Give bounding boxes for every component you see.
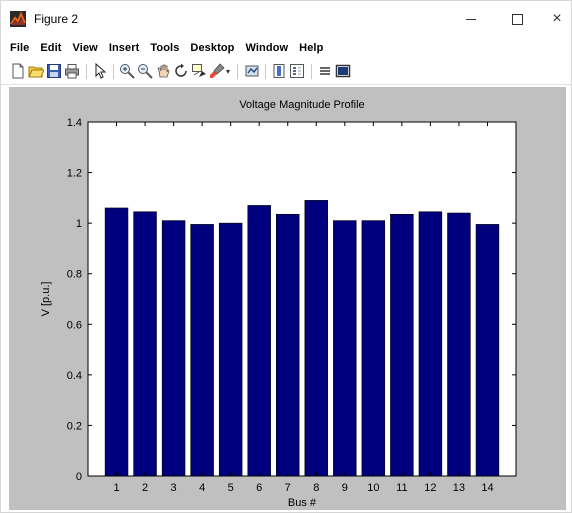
bar-bus-11[interactable] <box>390 213 414 477</box>
bar-bus-7[interactable] <box>276 213 300 477</box>
y-tick-label: 0.4 <box>67 370 82 382</box>
close-button[interactable]: × <box>543 7 571 31</box>
bar-bus-2[interactable] <box>133 211 157 477</box>
x-tick-label: 12 <box>424 482 436 494</box>
x-tick-label: 11 <box>396 482 407 494</box>
open-file-icon[interactable] <box>28 63 44 79</box>
menu-file[interactable]: File <box>10 42 30 54</box>
maximize-icon <box>511 13 523 25</box>
x-axis-ticks: 1 2 3 4 5 6 7 8 9 10 11 12 13 14 <box>113 122 494 494</box>
show-plot-tools-icon[interactable] <box>335 63 351 79</box>
x-tick-label: 7 <box>285 482 291 494</box>
x-tick-label: 3 <box>171 482 177 494</box>
colorbar-icon[interactable] <box>271 63 287 79</box>
x-tick-label: 5 <box>228 482 234 494</box>
x-tick-label: 2 <box>142 482 148 494</box>
y-tick-label: 1.4 <box>67 117 82 129</box>
bar-bus-6[interactable] <box>247 205 271 477</box>
window-title: Figure 2 <box>34 12 79 26</box>
menu-insert[interactable]: Insert <box>108 42 140 54</box>
pan-icon[interactable] <box>155 63 171 79</box>
rotate-3d-icon[interactable] <box>173 63 189 79</box>
y-tick-label: 0.8 <box>67 269 82 281</box>
bar-bus-9[interactable] <box>333 220 357 477</box>
legend-icon[interactable] <box>289 63 305 79</box>
y-axis-label: V [p.u.] <box>40 282 52 317</box>
y-tick-label: 0.2 <box>67 420 82 432</box>
toolbar-separator <box>86 64 87 79</box>
data-cursor-icon[interactable] <box>191 63 207 79</box>
bars-group <box>104 200 500 477</box>
bar-bus-3[interactable] <box>161 220 186 477</box>
bar-bus-5[interactable] <box>218 222 243 477</box>
bar-bus-12[interactable] <box>418 211 443 477</box>
x-axis-label: Bus # <box>288 497 317 509</box>
toolbar-separator <box>237 64 238 79</box>
x-tick-label: 10 <box>367 482 379 494</box>
menu-tools[interactable]: Tools <box>150 42 180 54</box>
edit-plot-arrow-icon[interactable] <box>92 63 108 79</box>
menu-help[interactable]: Help <box>299 42 324 54</box>
y-tick-label: 1.2 <box>67 168 82 180</box>
y-tick-label: 0.6 <box>67 319 82 331</box>
bar-bus-1[interactable] <box>104 207 129 477</box>
axes-area[interactable] <box>87 121 517 477</box>
bar-bus-14[interactable] <box>475 224 500 477</box>
bar-bus-13[interactable] <box>447 212 471 477</box>
save-icon[interactable] <box>46 63 62 79</box>
brush-dropdown-icon[interactable]: ▾ <box>226 67 231 76</box>
x-tick-label: 4 <box>199 482 205 494</box>
menu-edit[interactable]: Edit <box>40 42 62 54</box>
close-icon: × <box>552 10 562 27</box>
menu-window[interactable]: Window <box>245 42 289 54</box>
bar-bus-8[interactable] <box>304 200 328 477</box>
maximize-button[interactable] <box>497 7 537 31</box>
menu-desktop[interactable]: Desktop <box>190 42 235 54</box>
minimize-button[interactable] <box>451 7 491 31</box>
toolbar-separator <box>311 64 312 79</box>
link-plot-icon[interactable] <box>244 63 260 79</box>
menu-bar: File Edit View Insert Tools Desktop Wind… <box>1 39 571 57</box>
minimize-icon <box>466 18 476 20</box>
bar-bus-10[interactable] <box>361 220 386 477</box>
matlab-figure-icon <box>10 11 26 27</box>
zoom-in-icon[interactable] <box>119 63 135 79</box>
brush-icon[interactable] <box>209 63 225 79</box>
x-tick-label: 13 <box>453 482 465 494</box>
menu-view[interactable]: View <box>72 42 98 54</box>
x-tick-label: 9 <box>342 482 348 494</box>
figure-toolbar: ▾ <box>1 59 571 85</box>
title-bar[interactable]: Figure 2 × <box>1 1 571 37</box>
print-icon[interactable] <box>64 63 80 79</box>
x-tick-label: 8 <box>313 482 319 494</box>
y-tick-label: 1 <box>76 218 82 230</box>
x-tick-label: 6 <box>256 482 262 494</box>
axes-border <box>87 121 517 477</box>
zoom-out-icon[interactable] <box>137 63 153 79</box>
toolbar-separator <box>113 64 114 79</box>
toolbar-separator <box>265 64 266 79</box>
y-tick-label: 0 <box>76 471 82 483</box>
chart-title: Voltage Magnitude Profile <box>239 99 365 111</box>
hide-plot-tools-icon[interactable] <box>317 63 333 79</box>
new-figure-icon[interactable] <box>10 63 26 79</box>
x-tick-label: 14 <box>481 482 493 494</box>
bar-bus-4[interactable] <box>190 224 214 477</box>
x-tick-label: 1 <box>113 482 119 494</box>
